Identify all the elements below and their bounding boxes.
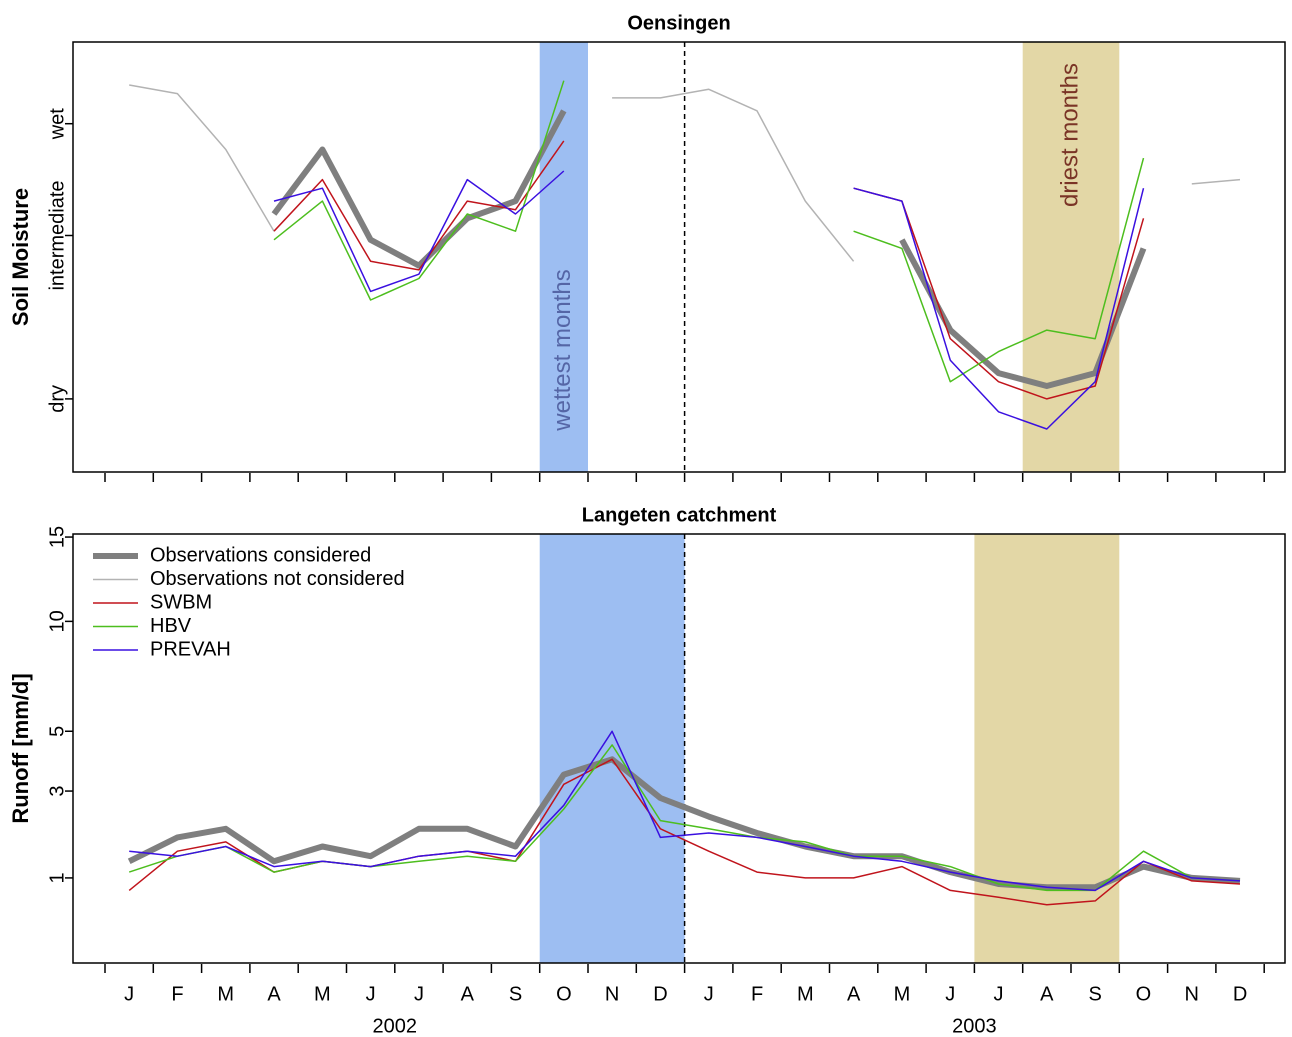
series-line: [273, 80, 1145, 383]
x-tick-label: J: [414, 983, 424, 1005]
band: [539, 534, 685, 963]
series-line: [273, 140, 1145, 400]
legend-label: SWBM: [150, 591, 212, 613]
y-axis-title: Soil Moisture: [8, 188, 33, 326]
x-tick-label: A: [1040, 983, 1054, 1005]
x-tick-label: S: [509, 983, 522, 1005]
y-tick-label: wet: [46, 108, 68, 141]
x-tick-label: N: [1185, 983, 1199, 1005]
year-label: 2003: [952, 1015, 997, 1037]
legend-label: Observations not considered: [150, 568, 405, 590]
x-tick-label: J: [994, 983, 1004, 1005]
y-tick-label: dry: [46, 385, 68, 413]
year-label: 2002: [373, 1015, 418, 1037]
band: [974, 534, 1120, 963]
chart-title: Oensingen: [627, 12, 730, 34]
x-tick-label: O: [556, 983, 572, 1005]
x-tick-label: J: [945, 983, 955, 1005]
x-tick-label: F: [171, 983, 183, 1005]
x-tick-label: J: [704, 983, 714, 1005]
plot-frame: [72, 41, 1286, 473]
legend-label: Observations considered: [150, 544, 371, 566]
y-tick-label: 10: [46, 610, 68, 632]
y-tick-label: intermediate: [46, 180, 68, 290]
plot-frame: [72, 533, 1286, 964]
x-tick-label: S: [1088, 983, 1101, 1005]
x-tick-label: F: [751, 983, 763, 1005]
series-line: [128, 744, 1241, 892]
x-tick-label: J: [124, 983, 134, 1005]
y-tick-label: 15: [46, 526, 68, 548]
x-tick-label: O: [1136, 983, 1152, 1005]
x-tick-label: M: [217, 983, 234, 1005]
x-tick-label: M: [314, 983, 331, 1005]
x-tick-label: A: [847, 983, 861, 1005]
chart-title: Langeten catchment: [582, 504, 777, 526]
band-label: driest months: [1056, 63, 1083, 207]
band: [1022, 42, 1120, 472]
x-tick-label: J: [366, 983, 376, 1005]
series-line: [129, 84, 1241, 262]
series-line: [273, 170, 1145, 430]
x-tick-label: D: [653, 983, 667, 1005]
y-axis-title: Runoff [mm/d]: [8, 673, 33, 823]
x-tick-label: N: [605, 983, 619, 1005]
series-line: [129, 730, 1241, 892]
legend-label: PREVAH: [150, 638, 231, 660]
x-tick-label: A: [461, 983, 475, 1005]
y-tick-label: 5: [46, 726, 68, 737]
y-tick-label: 1: [46, 872, 68, 883]
x-tick-label: M: [894, 983, 911, 1005]
legend-label: HBV: [150, 615, 192, 637]
y-tick-label: 3: [46, 785, 68, 796]
x-tick-label: M: [797, 983, 814, 1005]
x-tick-label: D: [1233, 983, 1247, 1005]
band-label: wettest months: [549, 269, 576, 431]
x-tick-label: A: [267, 983, 281, 1005]
